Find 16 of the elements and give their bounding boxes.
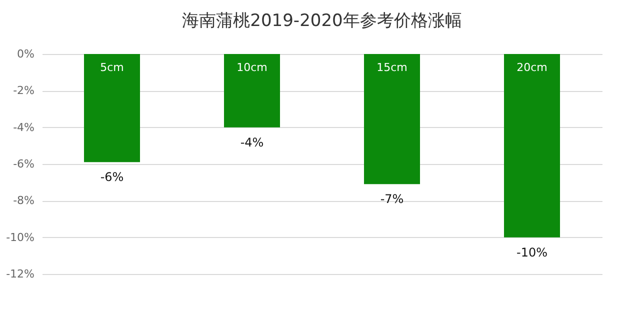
y-tick-label: -8%	[13, 194, 34, 208]
x-tick-label: 15cm	[376, 61, 408, 74]
y-tick-label: -12%	[6, 268, 34, 280]
x-tick-label: 20cm	[516, 61, 548, 74]
data-label: -10%	[516, 245, 548, 260]
y-tick-label: -2%	[13, 84, 34, 98]
y-tick-label: -10%	[6, 230, 34, 244]
x-tick-label: 5cm	[100, 61, 124, 74]
data-label: -6%	[100, 170, 124, 184]
x-tick-label: 10cm	[236, 61, 268, 74]
chart-title: 海南蒲桃2019-2020年参考价格涨幅	[182, 11, 462, 31]
y-tick-label: 0%	[17, 48, 34, 60]
data-label: -7%	[380, 192, 404, 206]
y-tick-label: -6%	[13, 158, 34, 170]
data-label: -4%	[240, 135, 264, 150]
y-tick-label: -4%	[13, 120, 34, 134]
